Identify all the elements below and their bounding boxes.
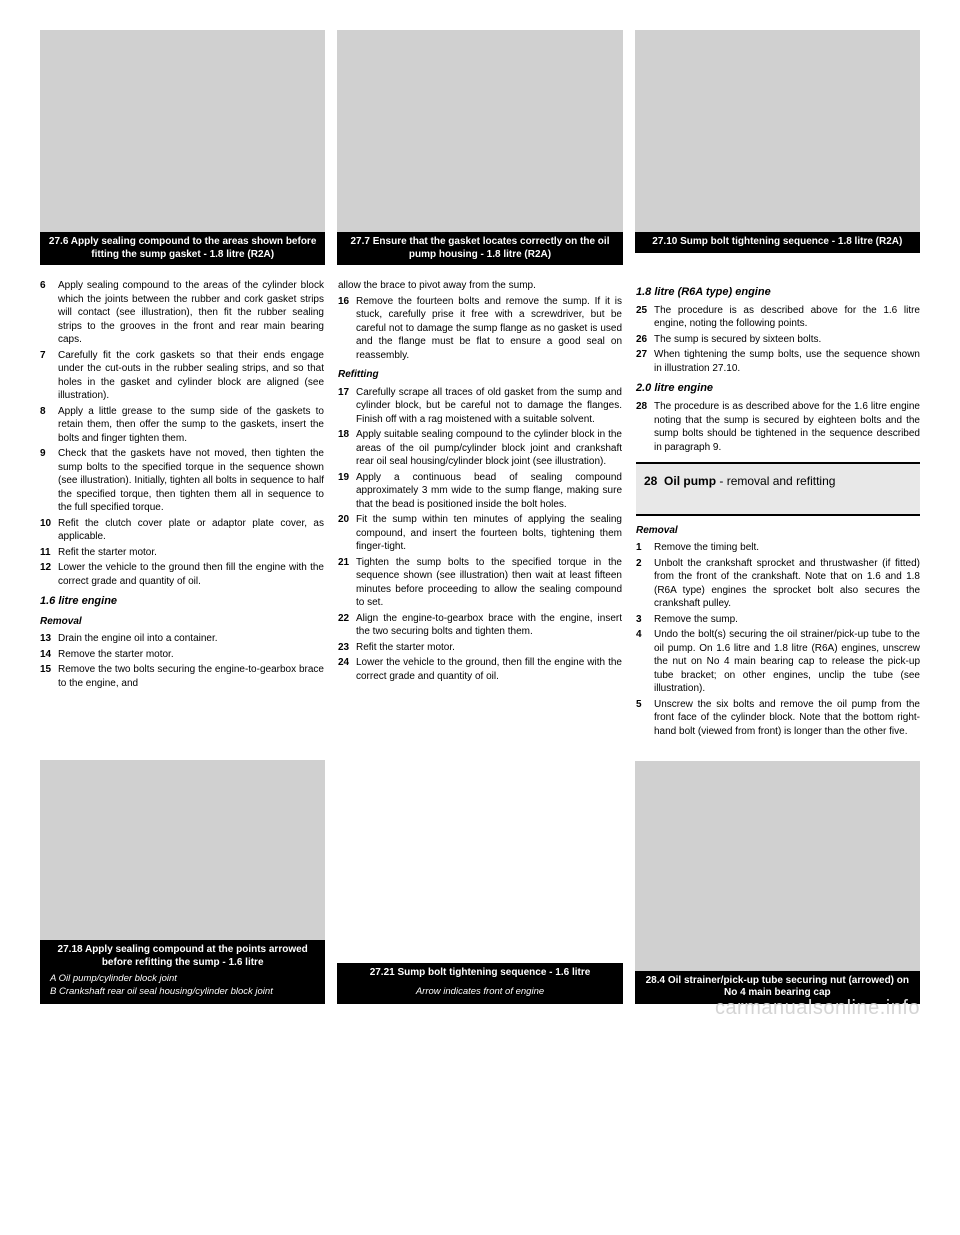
- legend-a: A Oil pump/cylinder block joint: [50, 973, 315, 985]
- section-rest: - removal and refitting: [716, 474, 835, 488]
- para-20: 20Fit the sump within ten minutes of app…: [338, 513, 622, 554]
- figure-27-7-image: [337, 30, 622, 232]
- subhead-1-8-r6a: 1.8 litre (R6A type) engine: [636, 285, 920, 300]
- figure-27-7: 27.7 Ensure that the gasket locates corr…: [337, 30, 622, 265]
- legend-b: B Crankshaft rear oil seal housing/cylin…: [50, 986, 315, 998]
- para-s5: 5Unscrew the six bolts and remove the oi…: [636, 698, 920, 739]
- para-16: 16Remove the fourteen bolts and remove t…: [338, 295, 622, 363]
- para-26: 26The sump is secured by sixteen bolts.: [636, 333, 920, 347]
- figure-27-18-image: [40, 760, 325, 940]
- figure-27-21: 27.21 Sump bolt tightening sequence - 1.…: [337, 763, 622, 1004]
- subhead-2-0-litre: 2.0 litre engine: [636, 381, 920, 396]
- figure-28-4: 28.4 Oil strainer/pick-up tube securing …: [635, 761, 920, 1004]
- figure-27-18-caption: 27.18 Apply sealing compound at the poin…: [40, 940, 325, 971]
- column-2: allow the brace to pivot away from the s…: [338, 279, 622, 740]
- para-12: 12Lower the vehicle to the ground then f…: [40, 561, 324, 588]
- figure-27-18-legend: A Oil pump/cylinder block joint B Cranks…: [40, 971, 325, 1004]
- para-28: 28The procedure is as described above fo…: [636, 400, 920, 454]
- para-8: 8Apply a little grease to the sump side …: [40, 405, 324, 446]
- para-24: 24Lower the vehicle to the ground, then …: [338, 656, 622, 683]
- para-27: 27When tightening the sump bolts, use th…: [636, 348, 920, 375]
- para-13: 13Drain the engine oil into a container.: [40, 632, 324, 646]
- column-3: 1.8 litre (R6A type) engine 25The proced…: [636, 279, 920, 740]
- para-7: 7Carefully fit the cork gaskets so that …: [40, 349, 324, 403]
- para-22: 22Align the engine-to-gearbox brace with…: [338, 612, 622, 639]
- text-columns: 6Apply sealing compound to the areas of …: [40, 279, 920, 740]
- figure-27-10: 27.10 Sump bolt tightening sequence - 1.…: [635, 30, 920, 265]
- para-18: 18Apply suitable sealing compound to the…: [338, 428, 622, 469]
- top-figure-row: 27.6 Apply sealing compound to the areas…: [40, 30, 920, 265]
- para-15-cont: allow the brace to pivot away from the s…: [338, 279, 622, 293]
- subhead-removal-2: Removal: [636, 524, 920, 538]
- bottom-figure-row: 27.18 Apply sealing compound at the poin…: [40, 760, 920, 1004]
- para-25: 25The procedure is as described above fo…: [636, 304, 920, 331]
- figure-27-7-caption: 27.7 Ensure that the gasket locates corr…: [337, 232, 622, 265]
- subhead-removal-1: Removal: [40, 615, 324, 629]
- para-s1: 1Remove the timing belt.: [636, 541, 920, 555]
- para-17: 17Carefully scrape all traces of old gas…: [338, 386, 622, 427]
- section-28-box: 28 Oil pump - removal and refitting: [636, 462, 920, 516]
- subhead-refitting-1: Refitting: [338, 368, 622, 382]
- figure-28-4-image: [635, 761, 920, 971]
- watermark: carmanualsonline.info: [715, 997, 920, 1020]
- para-14: 14Remove the starter motor.: [40, 648, 324, 662]
- figure-27-10-image: [635, 30, 920, 232]
- figure-27-21-diagram: [337, 763, 622, 963]
- para-11: 11Refit the starter motor.: [40, 546, 324, 560]
- figure-27-6-image: [40, 30, 325, 232]
- column-1: 6Apply sealing compound to the areas of …: [40, 279, 324, 740]
- para-23: 23Refit the starter motor.: [338, 641, 622, 655]
- section-number: 28: [644, 474, 657, 488]
- figure-27-6-caption: 27.6 Apply sealing compound to the areas…: [40, 232, 325, 265]
- figure-27-6: 27.6 Apply sealing compound to the areas…: [40, 30, 325, 265]
- para-10: 10Refit the clutch cover plate or adapto…: [40, 517, 324, 544]
- para-s3: 3Remove the sump.: [636, 613, 920, 627]
- figure-27-21-sub: Arrow indicates front of engine: [337, 984, 622, 1004]
- para-6: 6Apply sealing compound to the areas of …: [40, 279, 324, 347]
- para-9: 9Check that the gaskets have not moved, …: [40, 447, 324, 515]
- para-15: 15Remove the two bolts securing the engi…: [40, 663, 324, 690]
- para-s2: 2Unbolt the crankshaft sprocket and thru…: [636, 557, 920, 611]
- para-s4: 4Undo the bolt(s) securing the oil strai…: [636, 628, 920, 696]
- figure-27-18: 27.18 Apply sealing compound at the poin…: [40, 760, 325, 1004]
- section-title: Oil pump: [664, 474, 716, 488]
- para-19: 19Apply a continuous bead of sealing com…: [338, 471, 622, 512]
- figure-27-21-caption: 27.21 Sump bolt tightening sequence - 1.…: [337, 963, 622, 984]
- figure-27-10-caption: 27.10 Sump bolt tightening sequence - 1.…: [635, 232, 920, 253]
- subhead-1-6-litre: 1.6 litre engine: [40, 594, 324, 609]
- para-21: 21Tighten the sump bolts to the specifie…: [338, 556, 622, 610]
